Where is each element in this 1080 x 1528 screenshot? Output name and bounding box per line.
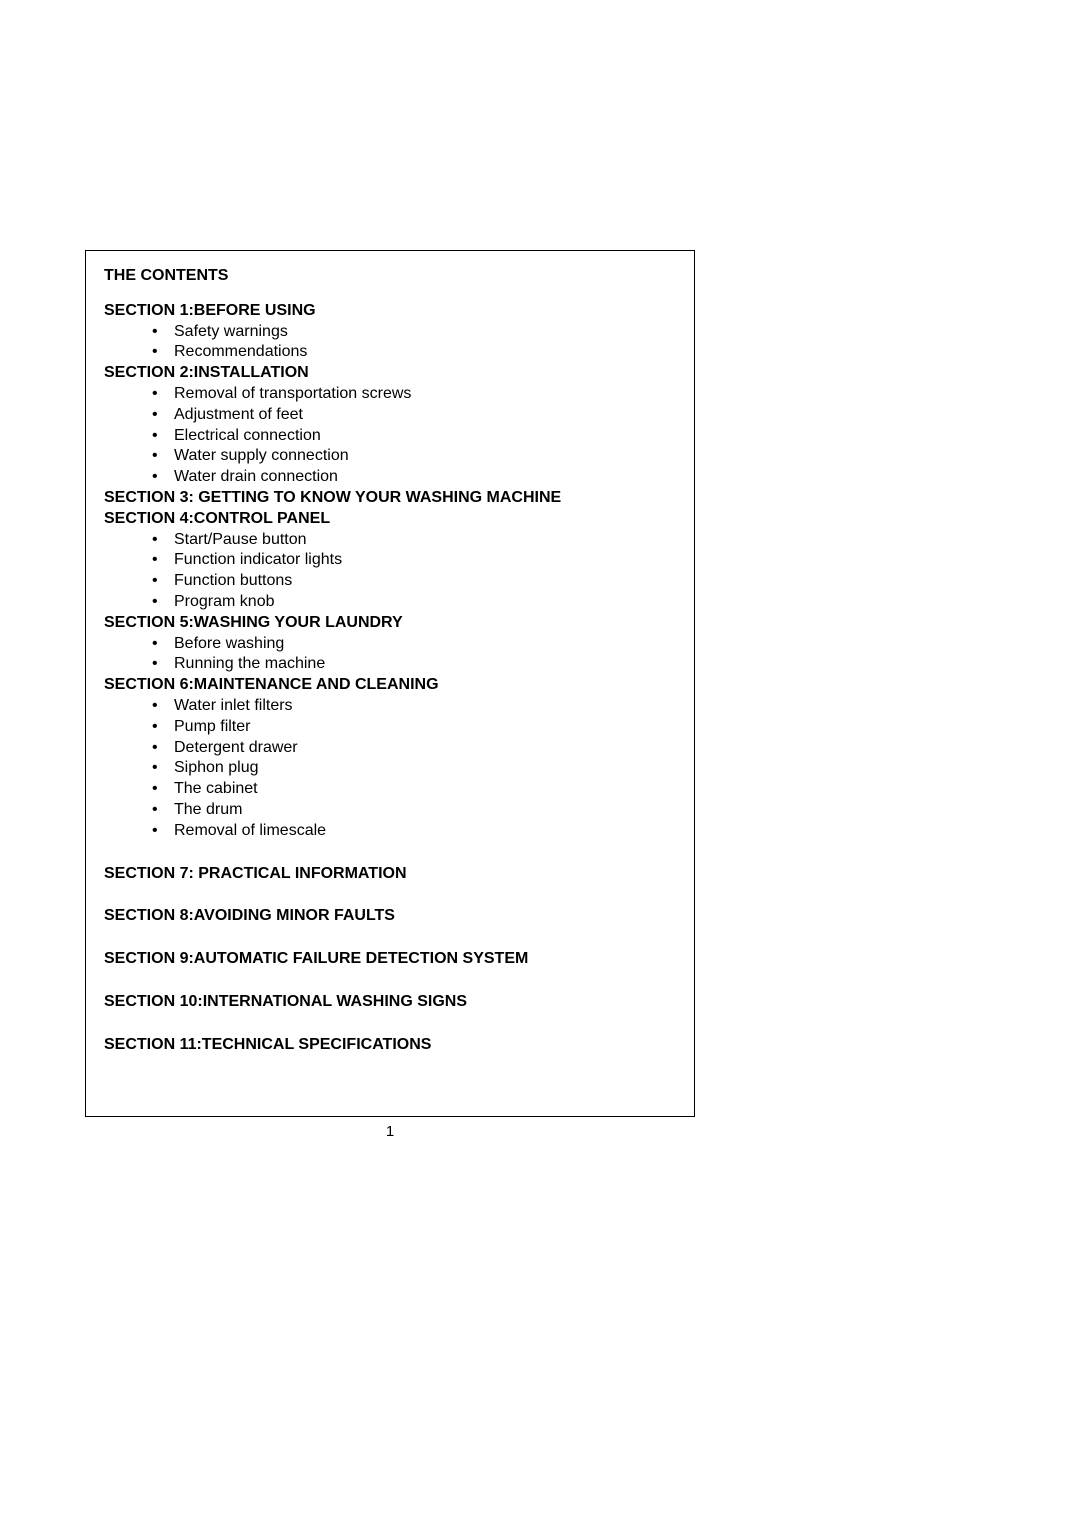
section-8-heading: SECTION 8:AVOIDING MINOR FAULTS [104, 906, 676, 927]
list-item: Adjustment of feet [174, 405, 676, 426]
list-item: Running the machine [174, 654, 676, 675]
list-item: Detergent drawer [174, 738, 676, 759]
list-item: Function indicator lights [174, 550, 676, 571]
list-item: Safety warnings [174, 322, 676, 343]
section-6-list: Water inlet filters Pump filter Detergen… [104, 696, 676, 842]
section-10-heading: SECTION 10:INTERNATIONAL WASHING SIGNS [104, 992, 676, 1013]
section-11-heading: SECTION 11:TECHNICAL SPECIFICATIONS [104, 1035, 676, 1056]
list-item: Program knob [174, 592, 676, 613]
list-item: Water drain connection [174, 467, 676, 488]
section-5-list: Before washing Running the machine [104, 634, 676, 676]
section-3-heading: SECTION 3: GETTING TO KNOW YOUR WASHING … [104, 488, 676, 509]
list-item: Removal of limescale [174, 821, 676, 842]
list-item: The cabinet [174, 779, 676, 800]
list-item: Removal of transportation screws [174, 384, 676, 405]
list-item: Start/Pause button [174, 530, 676, 551]
section-7-heading: SECTION 7: PRACTICAL INFORMATION [104, 864, 676, 885]
section-6-heading: SECTION 6:MAINTENANCE AND CLEANING [104, 675, 676, 696]
section-9-heading: SECTION 9:AUTOMATIC FAILURE DETECTION SY… [104, 949, 676, 970]
section-4-heading: SECTION 4:CONTROL PANEL [104, 509, 676, 530]
list-item: Water supply connection [174, 446, 676, 467]
list-item: Before washing [174, 634, 676, 655]
list-item: Water inlet filters [174, 696, 676, 717]
section-5-heading: SECTION 5:WASHING YOUR LAUNDRY [104, 613, 676, 634]
list-item: The drum [174, 800, 676, 821]
spacer [104, 287, 676, 301]
section-1-heading: SECTION 1:BEFORE USING [104, 301, 676, 322]
section-4-list: Start/Pause button Function indicator li… [104, 530, 676, 613]
section-2-heading: SECTION 2:INSTALLATION [104, 363, 676, 384]
list-item: Recommendations [174, 342, 676, 363]
section-2-list: Removal of transportation screws Adjustm… [104, 384, 676, 488]
contents-page: THE CONTENTS SECTION 1:BEFORE USING Safe… [85, 250, 695, 1117]
list-item: Siphon plug [174, 758, 676, 779]
page-number: 1 [86, 1123, 694, 1140]
list-item: Pump filter [174, 717, 676, 738]
section-1-list: Safety warnings Recommendations [104, 322, 676, 364]
list-item: Electrical connection [174, 426, 676, 447]
list-item: Function buttons [174, 571, 676, 592]
contents-title: THE CONTENTS [104, 266, 676, 287]
